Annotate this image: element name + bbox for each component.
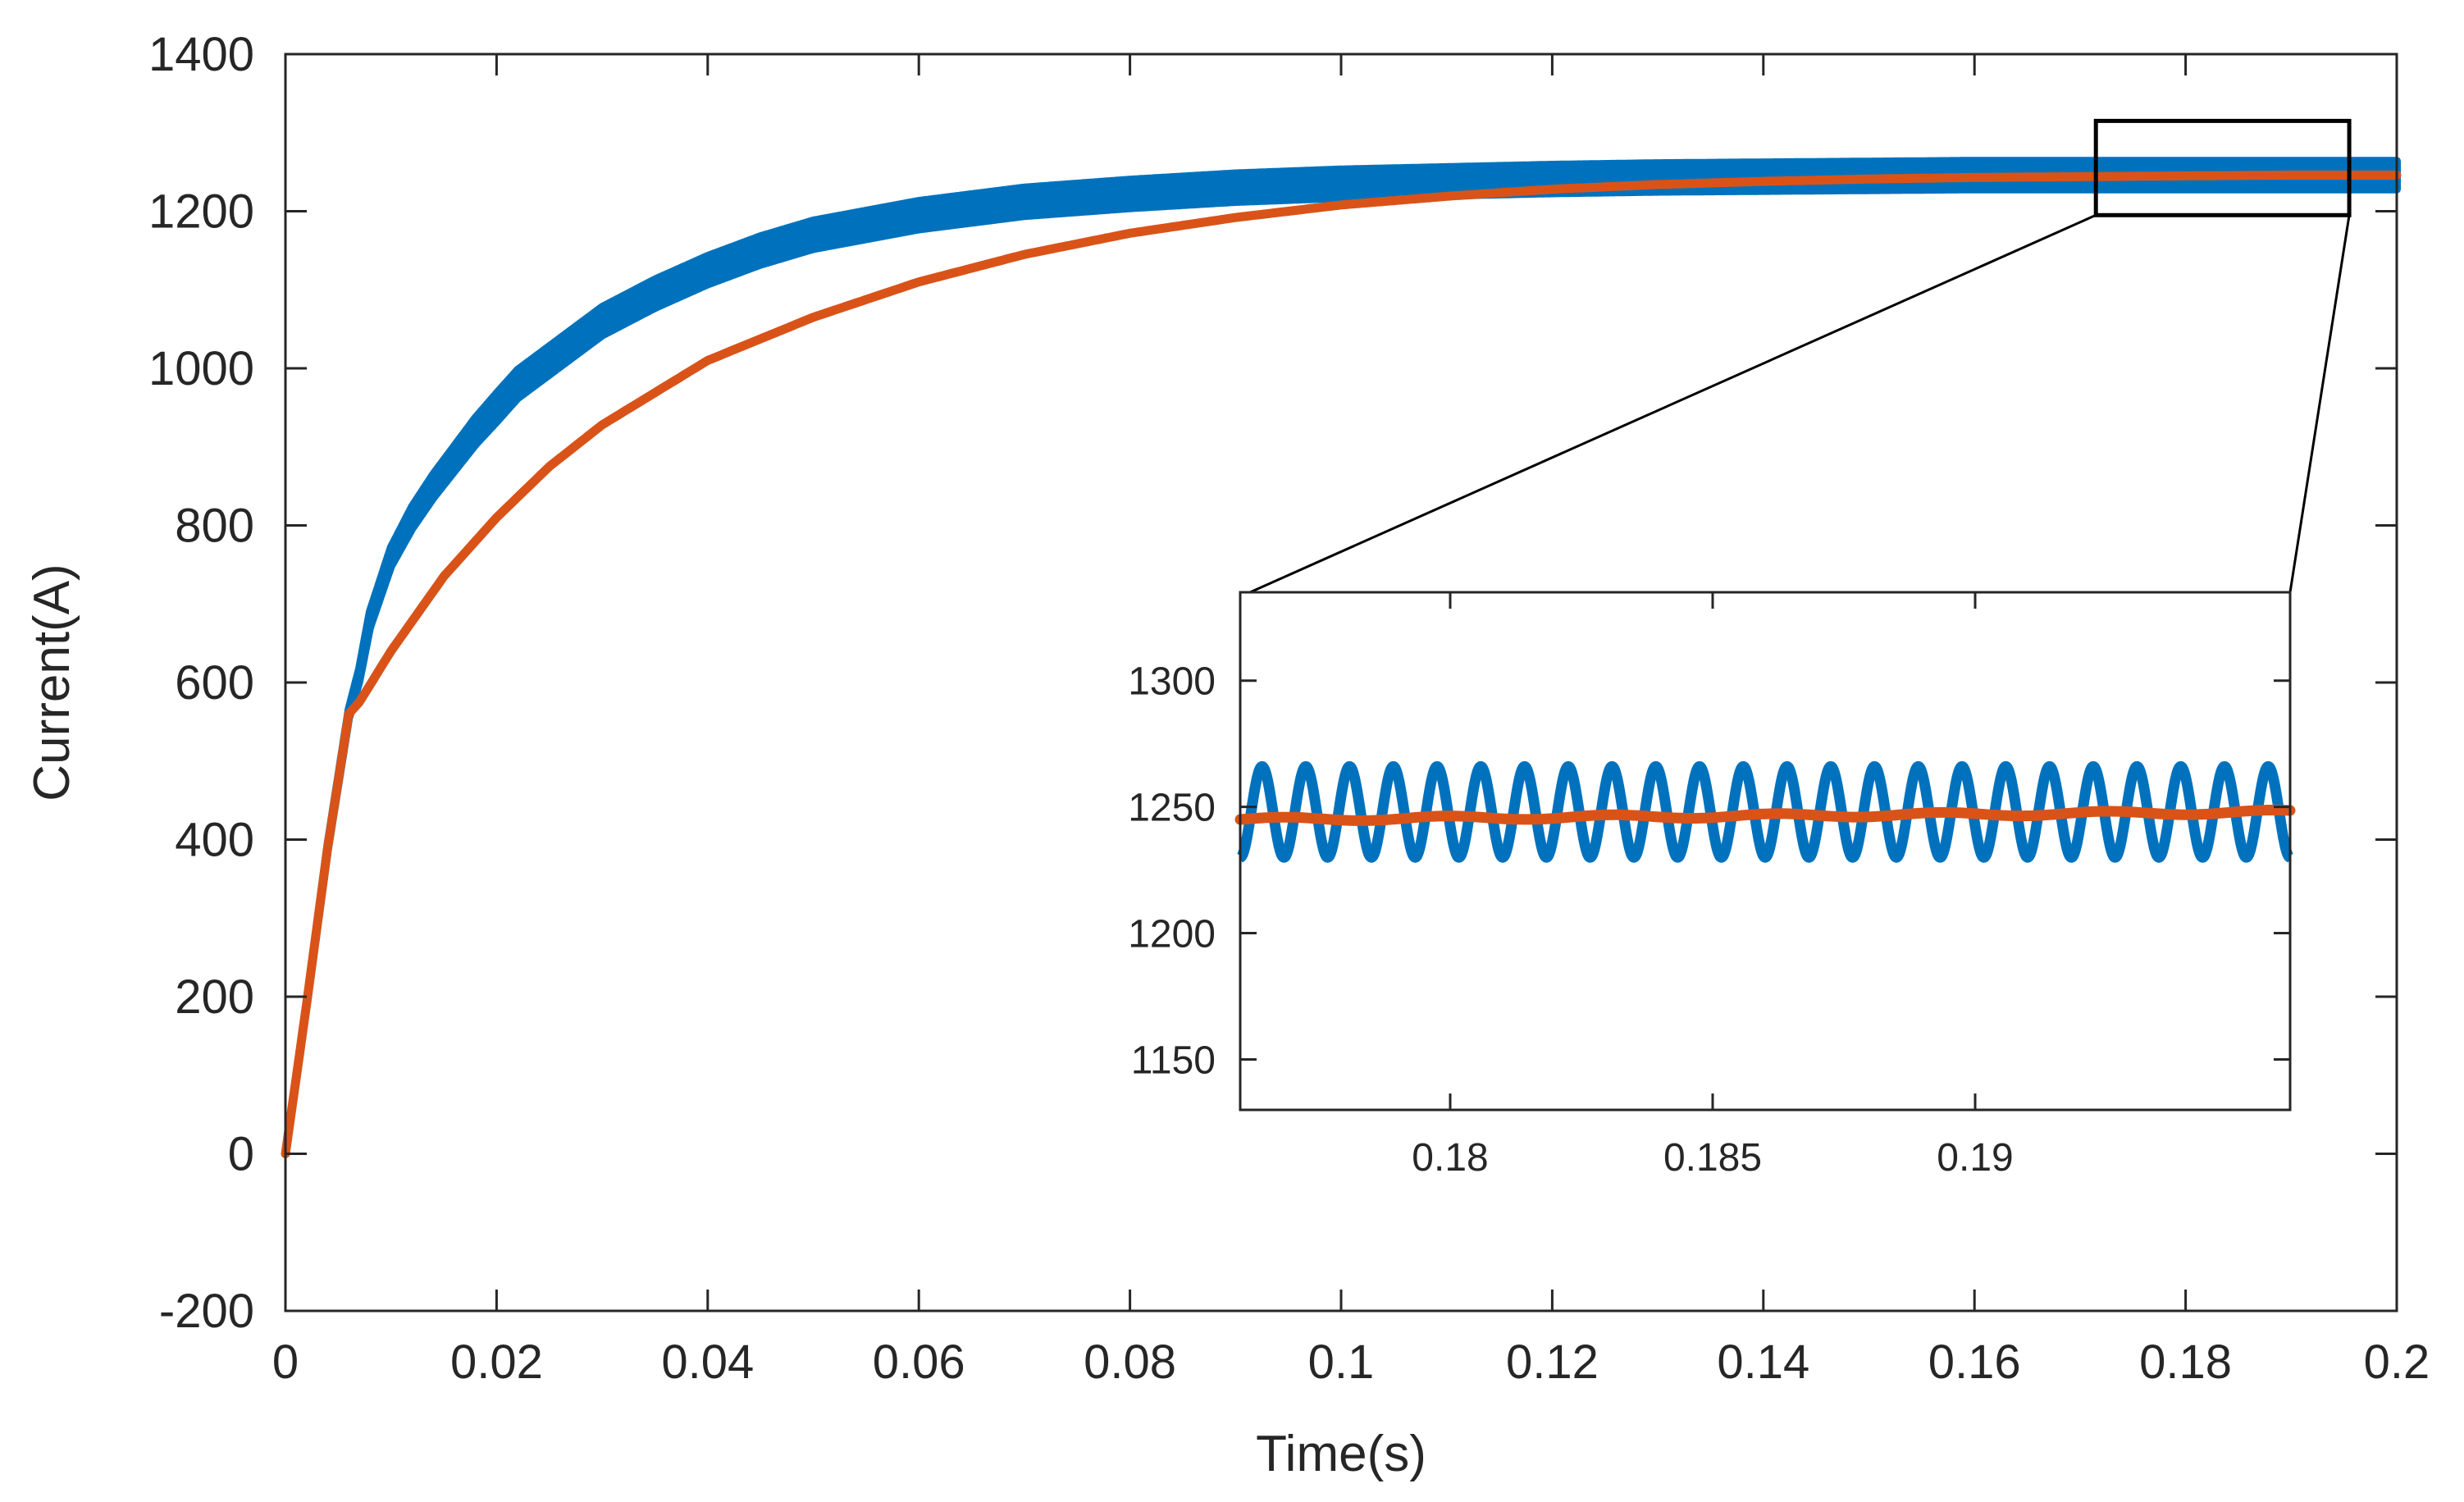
inset-x-tick-label: 0.18	[1412, 1136, 1488, 1180]
main-plot: 0 0.02 0.04 0.06 0.08 0.1 0.12 0.14 0.16 0.18 0.2 -…	[148, 28, 2430, 1389]
x-tick-label: 0.1	[1308, 1335, 1375, 1389]
inset-y-tick-label: 1300	[1128, 660, 1216, 704]
zoom-indicator	[1249, 118, 2352, 594]
main-tick-labels-layer: 0 0.02 0.04 0.06 0.08 0.1 0.12 0.14 0.16 0.18 0.2 -…	[148, 28, 2430, 1389]
zoom-connector-left	[1249, 213, 2097, 594]
inset-orange-series-line	[1234, 805, 2296, 826]
inset-y-tick-label: 1150	[1131, 1039, 1216, 1082]
zoom-connector-right	[2288, 215, 2351, 593]
inset-series-layer	[1234, 760, 2296, 863]
x-tick-label: 0.14	[1717, 1335, 1809, 1389]
inset-blue-series-line	[1235, 760, 2295, 863]
x-tick-label: 0.12	[1506, 1335, 1599, 1389]
zoom-box	[2093, 118, 2352, 217]
x-tick-label: 0.06	[873, 1335, 965, 1389]
main-axes-frame	[284, 53, 2398, 1313]
y-tick-label: 400	[175, 814, 254, 867]
inset-plot: 0.18 0.185 0.19 1150 1200 1250 1300	[1128, 591, 2296, 1180]
inset-x-tick-label: 0.19	[1937, 1136, 2013, 1180]
y-tick-label: 1200	[148, 185, 254, 239]
y-tick-label: -200	[159, 1285, 254, 1338]
x-axis-label: Time(s)	[1256, 1426, 1426, 1482]
x-tick-label: 0.04	[661, 1335, 754, 1389]
inset-tick-labels-layer: 0.18 0.185 0.19 1150 1200 1250 1300	[1128, 660, 2013, 1180]
y-tick-label: 1400	[148, 28, 254, 81]
inset-axes-frame	[1239, 591, 2292, 1112]
inset-y-tick-label: 1200	[1128, 913, 1216, 956]
inset-x-tick-label: 0.185	[1663, 1136, 1762, 1180]
x-tick-label: 0	[272, 1335, 299, 1389]
orange-series-line	[281, 171, 2402, 1158]
y-axis-label: Current(A)	[24, 564, 80, 801]
x-tick-label: 0.02	[450, 1335, 543, 1389]
inset-y-tick-label: 1250	[1128, 787, 1216, 830]
y-tick-label: 800	[175, 500, 254, 553]
x-tick-label: 0.08	[1084, 1335, 1176, 1389]
y-tick-label: 0	[228, 1128, 254, 1181]
y-tick-label: 600	[175, 656, 254, 710]
y-tick-label: 1000	[148, 342, 254, 395]
y-tick-label: 200	[175, 970, 254, 1024]
x-tick-label: 0.2	[2364, 1335, 2430, 1389]
x-tick-label: 0.18	[2139, 1335, 2232, 1389]
x-tick-label: 0.16	[1928, 1335, 2021, 1389]
inset-ticks-layer	[1240, 592, 2290, 1110]
